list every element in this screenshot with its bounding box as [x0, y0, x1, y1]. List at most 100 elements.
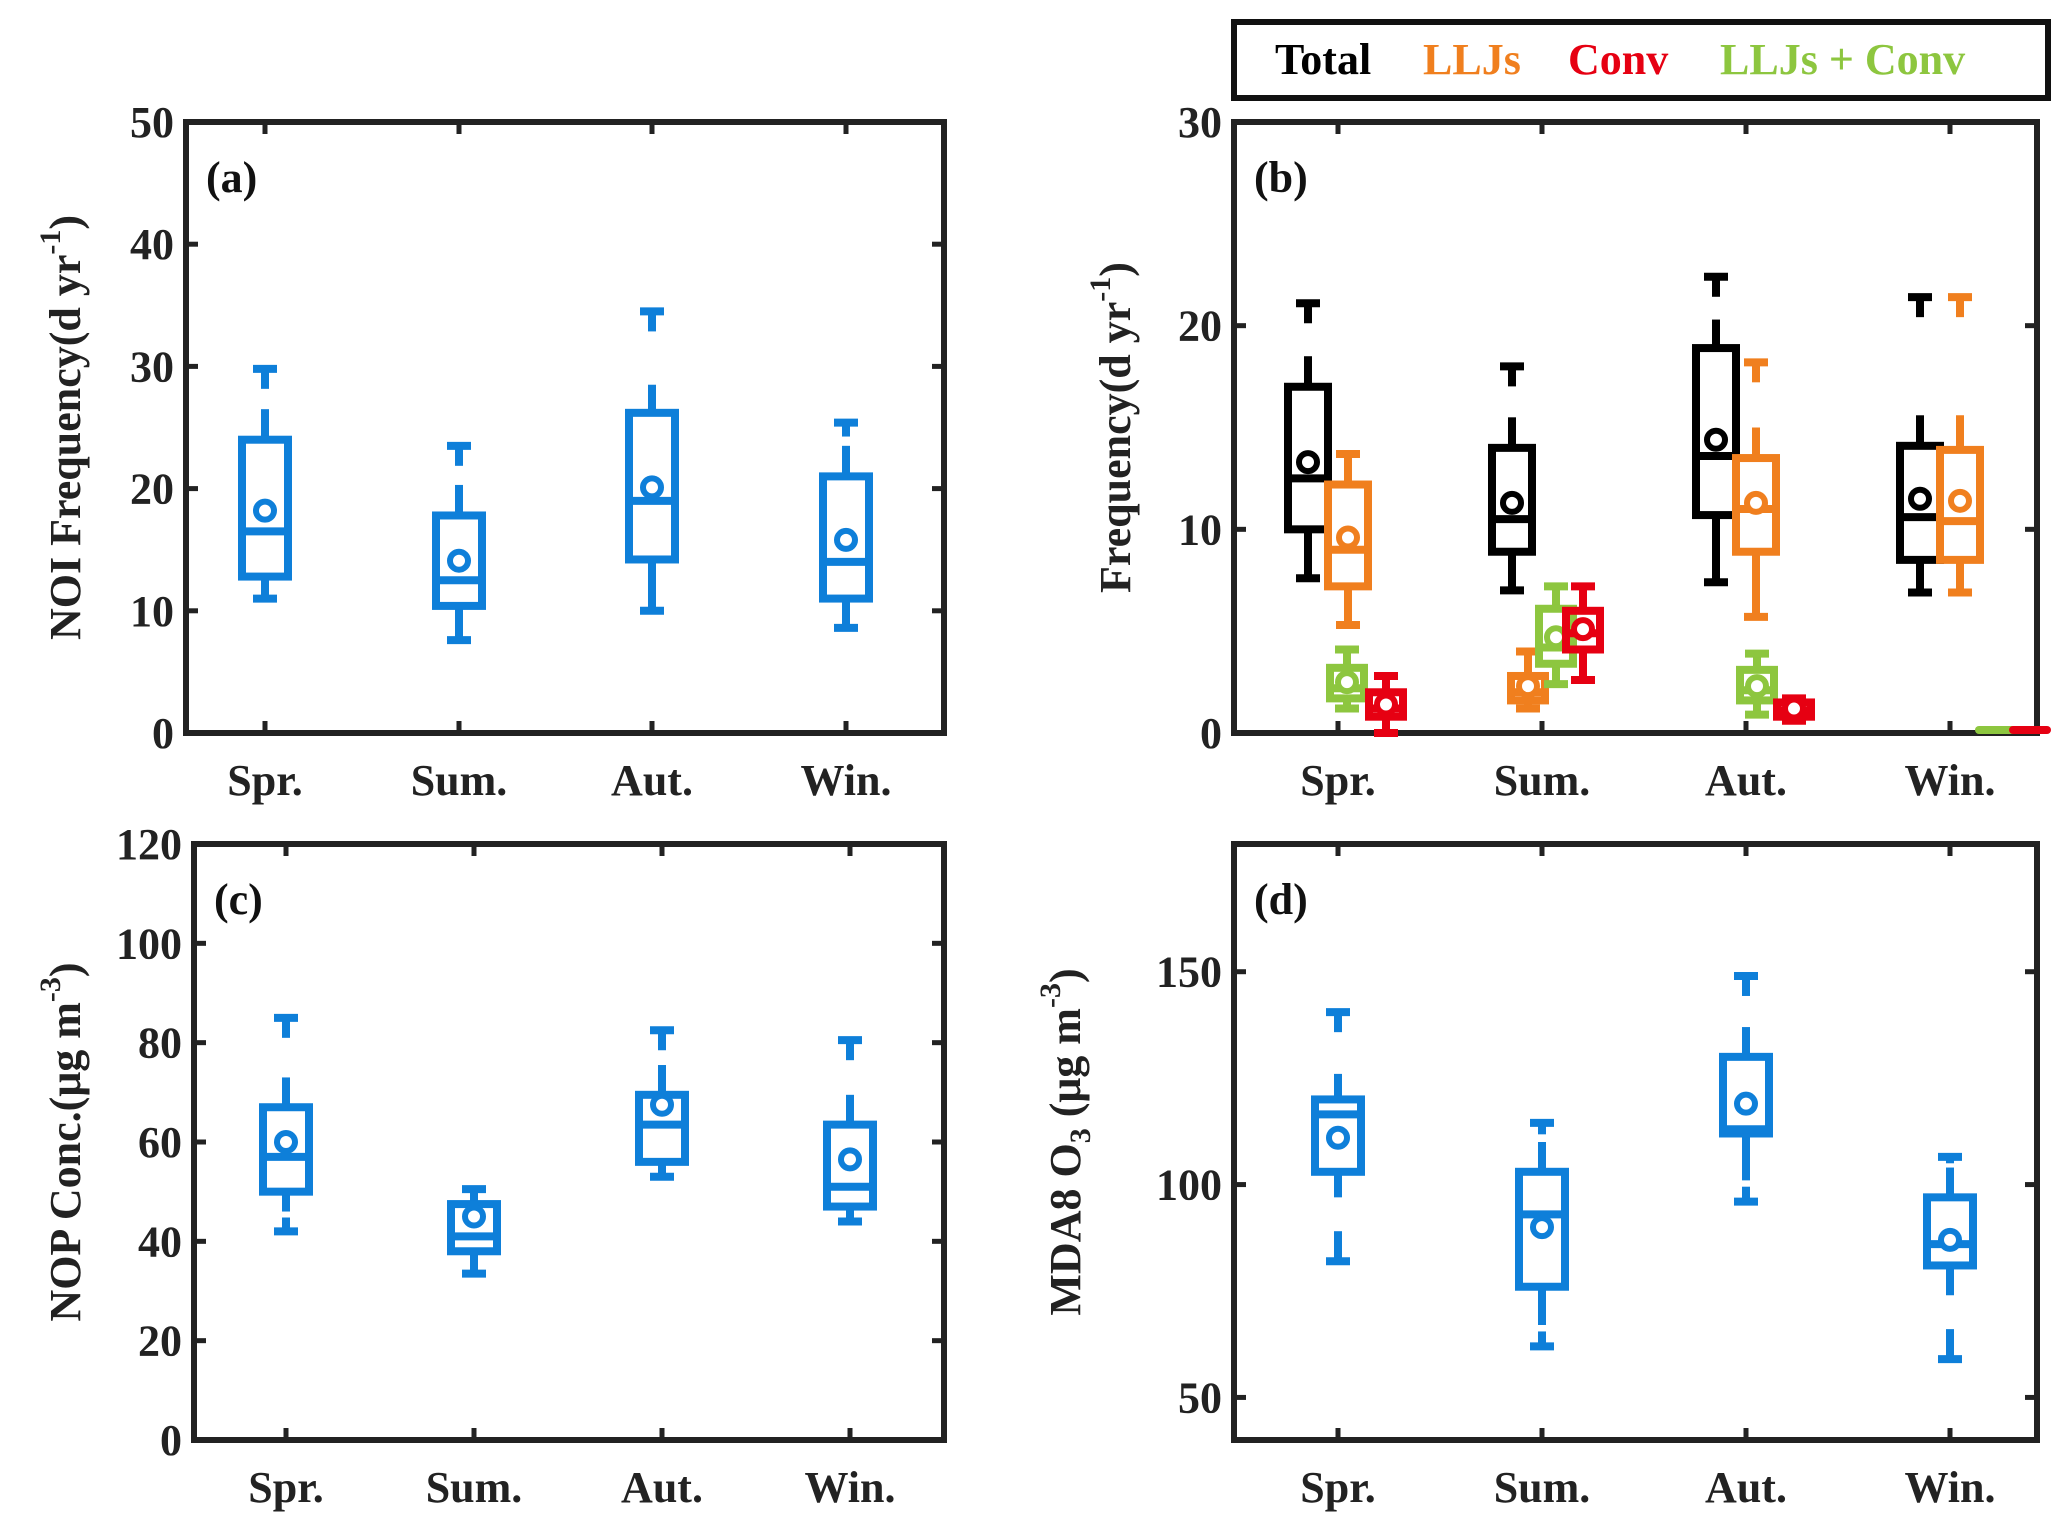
mean-marker [253, 498, 277, 523]
mean-marker [1336, 525, 1360, 550]
x-tick-label: Spr. [248, 1463, 323, 1512]
x-tick-label: Spr. [1300, 756, 1375, 805]
y-axis-label-sup: -1 [1084, 277, 1117, 302]
x-tick-label: Sum. [1494, 756, 1591, 805]
box-lljs-win [1936, 293, 1984, 597]
box-nop-win [823, 1036, 877, 1226]
legend-item-lljs-conv: LLJs + Conv [1720, 35, 1965, 84]
iqr-box [1736, 665, 1778, 705]
y-axis-label-end: ) [1041, 968, 1090, 983]
mean-marker [1335, 670, 1359, 695]
y-tick-label: 20 [138, 1317, 182, 1366]
panel-label: (a) [206, 153, 257, 202]
y-tick-label: 150 [1156, 948, 1222, 997]
mean-marker [462, 1204, 486, 1229]
y-tick-label: 10 [1178, 505, 1222, 554]
y-tick-label: 0 [1200, 709, 1222, 758]
y-tick-label: 60 [138, 1118, 182, 1167]
plot-frame [183, 119, 947, 736]
mean-marker [1948, 488, 1972, 513]
legend-item-llijs: LLJs [1423, 35, 1521, 84]
y-tick-label: 80 [138, 1019, 182, 1068]
plot-frame [1231, 841, 2040, 1443]
iqr-box [1326, 663, 1368, 703]
y-axis-label: NOP Conc.(μg m-3) [34, 962, 90, 1321]
x-tick-label: Spr. [1300, 1463, 1375, 1512]
x-tick-label: Sum. [426, 1463, 523, 1512]
mean-marker [1745, 674, 1769, 699]
mean-marker [1374, 692, 1398, 717]
panel-c: 0 20 40 60 80 100 120 Spr. Sum. Aut. Win. (c) NOP Co… [34, 820, 947, 1512]
box-total-spr [1284, 299, 1332, 583]
legend-item-conv: Conv [1568, 35, 1668, 84]
box-noi-aut [625, 307, 679, 615]
y-axis-label-main: Frequency(d yr [1091, 302, 1140, 593]
mean-marker [1516, 674, 1540, 699]
x-tick-label: Win. [805, 1463, 896, 1512]
box-conv-aut [1773, 694, 1815, 725]
iqr-box [1515, 1167, 1569, 1291]
y-axis-label-tail: (μg m [1041, 1008, 1090, 1128]
iqr-box [1311, 1095, 1365, 1176]
iqr-box [1923, 1193, 1977, 1270]
x-tick-label: Sum. [1494, 1463, 1591, 1512]
y-tick-label: 100 [116, 919, 182, 968]
box-total-win [1896, 293, 1944, 597]
iqr-box [1936, 445, 1984, 564]
mean-marker [1296, 450, 1320, 475]
box-nop-sum [447, 1185, 501, 1278]
iqr-box [447, 1200, 501, 1256]
y-axis-label-sup: -3 [34, 977, 67, 1002]
mean-marker [1938, 1227, 1962, 1252]
iqr-box [238, 435, 292, 581]
mean-marker [1571, 617, 1595, 642]
iqr-box [625, 408, 679, 564]
box-conv-sum [1562, 582, 1604, 685]
box-total-sum [1488, 362, 1536, 595]
mean-marker [834, 527, 858, 552]
y-axis-label-tail: ) [41, 962, 90, 977]
box-lljs-conv-aut [1736, 649, 1778, 719]
y-axis-label-tail: ) [1091, 262, 1140, 277]
box-lljs-conv-spr [1326, 645, 1368, 713]
iqr-box [432, 511, 486, 610]
x-tick-label: Win. [1905, 756, 1996, 805]
mean-marker [1734, 1091, 1758, 1116]
mean-marker [1744, 490, 1768, 515]
y-tick-label: 120 [116, 820, 182, 869]
x-tick-label: Aut. [611, 756, 693, 805]
box-nop-aut [635, 1026, 689, 1181]
plot-frame [1231, 119, 2040, 736]
mean-marker [1908, 486, 1932, 511]
y-tick-label: 50 [130, 98, 174, 147]
y-tick-label: 50 [1178, 1373, 1222, 1422]
iqr-box [259, 1103, 313, 1196]
y-axis-label-sup: -3 [1034, 983, 1067, 1008]
box-noi-win [819, 418, 873, 632]
box-lljs-spr [1324, 449, 1372, 630]
y-axis-label-tail: ) [41, 215, 90, 230]
y-tick-label: 10 [130, 587, 174, 636]
iqr-box [819, 472, 873, 603]
x-tick-label: Aut. [1705, 1463, 1787, 1512]
mean-marker [1704, 427, 1728, 452]
mean-marker [650, 1092, 674, 1117]
legend-box [1231, 19, 2051, 101]
mean-marker [1782, 696, 1806, 721]
box-lljs-conv-sum [1535, 582, 1577, 689]
y-axis-label-main: MDA8 O [1041, 1143, 1090, 1315]
iqr-box [1719, 1052, 1773, 1138]
box-mda8-o3-win [1923, 1152, 1977, 1364]
panel-label: (d) [1254, 875, 1308, 924]
iqr-box [1284, 382, 1332, 534]
mean-marker [447, 548, 471, 573]
panel-a: 0 10 20 30 40 50 Spr. Sum. Aut. Win. (a) NOI Freque… [34, 98, 947, 805]
x-tick-label: Sum. [411, 756, 508, 805]
y-tick-label: 40 [138, 1217, 182, 1266]
legend: Total LLJs Conv LLJs + Conv [1231, 19, 2051, 101]
x-tick-label: Win. [801, 756, 892, 805]
y-tick-label: 20 [1178, 302, 1222, 351]
iqr-box [1732, 454, 1780, 556]
y-tick-label: 30 [130, 342, 174, 391]
y-tick-label: 30 [1178, 98, 1222, 147]
